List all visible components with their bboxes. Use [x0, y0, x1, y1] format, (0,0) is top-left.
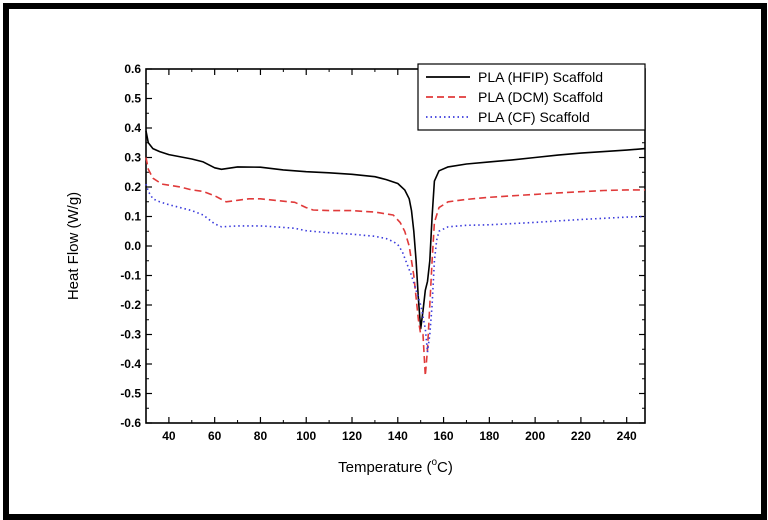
x-axis-title-prefix: Temperature ( — [338, 459, 431, 476]
y-axis-title: Heat Flow (W/g) — [65, 192, 82, 300]
series-line-3 — [145, 183, 646, 353]
x-tick-label: 80 — [254, 429, 268, 443]
y-tick-label: 0.0 — [124, 239, 141, 253]
x-axis-title-suffix: C) — [437, 459, 453, 476]
x-tick-label: 160 — [434, 429, 454, 443]
y-tick-label: 0.3 — [124, 151, 141, 165]
x-axis-title-sup: o — [431, 457, 437, 468]
legend-box — [417, 63, 646, 131]
series-line-2 — [145, 157, 645, 377]
y-tick-label: 0.4 — [124, 121, 141, 135]
legend-label-1: PLA (HFIP) Scaffold — [478, 69, 603, 85]
x-tick-label: 60 — [208, 429, 222, 443]
x-tick-label: 180 — [479, 429, 499, 443]
y-tick-label: 0.2 — [124, 180, 141, 194]
x-tick-label: 220 — [571, 429, 591, 443]
series-line-1 — [145, 130, 646, 330]
y-tick-label: -0.3 — [120, 328, 141, 342]
y-tick-label: 0.6 — [124, 62, 141, 76]
x-tick-label: 240 — [617, 429, 637, 443]
legend-label-3: PLA (CF) Scaffold — [478, 109, 590, 125]
y-tick-label: -0.4 — [120, 357, 141, 371]
y-tick-label: 0.5 — [124, 92, 141, 106]
x-tick-label: 200 — [525, 429, 545, 443]
y-tick-label: -0.1 — [120, 269, 141, 283]
x-tick-label: 40 — [162, 429, 176, 443]
y-tick-label: -0.2 — [120, 298, 141, 312]
legend-label-2: PLA (DCM) Scaffold — [478, 89, 603, 105]
y-tick-label: 0.1 — [124, 210, 141, 224]
x-tick-label: 100 — [296, 429, 316, 443]
y-tick-label: -0.5 — [120, 387, 141, 401]
x-tick-label: 120 — [342, 429, 362, 443]
y-tick-label: -0.6 — [120, 416, 141, 430]
x-tick-label: 140 — [388, 429, 408, 443]
x-axis-title: Temperature (oC) — [338, 457, 453, 476]
